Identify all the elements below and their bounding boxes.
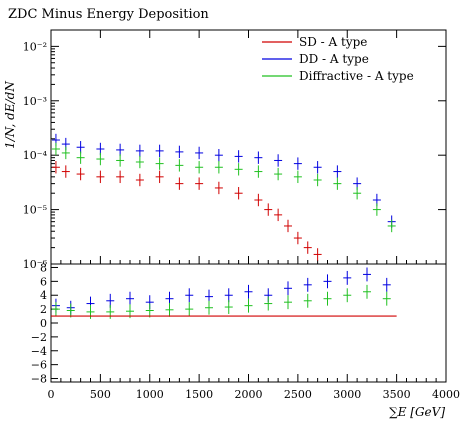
y-tick-label: 2 bbox=[40, 303, 47, 316]
ratio-data-marks bbox=[51, 267, 397, 319]
top-plot-frame bbox=[50, 29, 447, 265]
y-tick-label: 10⁻⁵ bbox=[23, 204, 47, 217]
y-tick-label: 10⁻⁴ bbox=[23, 149, 48, 162]
legend-label-diffractive: Diffractive - A type bbox=[299, 69, 414, 83]
x-tick-label: 500 bbox=[90, 388, 111, 401]
bottom-axis-ticks: 0 500 1000 1500 2000 2500 3000 3500 400086420−2−… bbox=[31, 261, 460, 401]
x-tick-label: 2500 bbox=[284, 388, 312, 401]
x-axis-label: ∑E [GeV] bbox=[389, 405, 445, 419]
y-tick-label: 10⁻⁶ bbox=[23, 258, 48, 271]
legend-label-dd: DD - A type bbox=[299, 52, 369, 66]
y-tick-label: 10⁻³ bbox=[23, 95, 47, 108]
top-axis-ticks: 10⁻⁶ 10⁻⁵ 10⁻⁴ 10⁻³ 10⁻² bbox=[23, 29, 447, 271]
x-tick-label: 2000 bbox=[235, 388, 263, 401]
x-tick-label: 4000 bbox=[432, 388, 460, 401]
y-tick-label: 0 bbox=[40, 317, 47, 330]
y-tick-label: 6 bbox=[40, 275, 47, 288]
x-tick-label: 3500 bbox=[383, 388, 411, 401]
y-tick-label: 10⁻² bbox=[23, 40, 47, 53]
legend-label-sd: SD - A type bbox=[299, 35, 367, 49]
top-data-marks bbox=[51, 133, 396, 261]
y-tick-label: −8 bbox=[31, 373, 47, 386]
y-tick-label: 4 bbox=[40, 289, 47, 302]
chart-title: ZDC Minus Energy Deposition bbox=[8, 7, 209, 22]
legend: SD - A type DD - A type Diffractive - A … bbox=[262, 35, 414, 83]
y-tick-label: −4 bbox=[31, 345, 47, 358]
x-tick-label: 1500 bbox=[185, 388, 213, 401]
y-tick-label: −2 bbox=[31, 331, 47, 344]
y-tick-label: 8 bbox=[40, 261, 47, 274]
y-tick-label: −6 bbox=[31, 359, 47, 372]
x-tick-label: 0 bbox=[48, 388, 55, 401]
y-axis-label: 1/N, dE/dN bbox=[3, 81, 17, 149]
x-tick-label: 1000 bbox=[136, 388, 164, 401]
x-tick-label: 3000 bbox=[333, 388, 361, 401]
